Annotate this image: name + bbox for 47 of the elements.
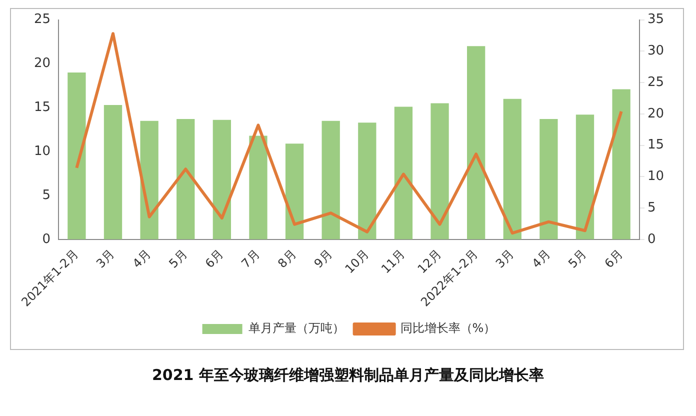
x-tick-label: 9月 [311, 246, 336, 271]
x-tick-label: 10月 [342, 246, 372, 276]
bar [249, 136, 268, 240]
bar [394, 106, 413, 240]
y2-tick-label: 25 [647, 74, 664, 90]
bar [285, 144, 304, 240]
bar [176, 119, 195, 240]
y2-tick-label: 20 [647, 106, 664, 122]
x-tick-label: 3月 [492, 246, 517, 271]
bar [576, 114, 594, 240]
x-tick-label: 5月 [566, 246, 590, 271]
y2-tick-label: 10 [647, 169, 664, 184]
y-tick-label: 5 [42, 188, 51, 203]
bar [612, 89, 630, 240]
bar [430, 103, 449, 240]
legend-label: 单月产量（万吨） [248, 321, 344, 336]
bar [104, 105, 122, 240]
y-tick-label: 15 [34, 100, 51, 116]
y2-tick-label: 30 [647, 44, 664, 59]
bar [503, 98, 522, 240]
x-tick-label: 4月 [529, 246, 554, 271]
y2-tick-label: 15 [647, 138, 664, 153]
x-tick-label: 3月 [94, 246, 118, 271]
x-tick-label: 7月 [238, 246, 263, 271]
bar [358, 122, 376, 240]
y2-tick-label: 5 [647, 200, 656, 216]
y2-tick-label: 35 [647, 12, 664, 28]
bar [322, 120, 340, 240]
bar [467, 46, 486, 240]
x-tick-label: 6月 [602, 246, 626, 271]
y2-tick-label: 0 [647, 232, 656, 247]
y-tick-label: 0 [42, 232, 51, 247]
bar [68, 72, 86, 240]
x-tick-label: 12月 [414, 246, 444, 276]
x-tick-label: 5月 [166, 246, 190, 271]
y-tick-label: 25 [34, 12, 51, 28]
y-tick-label: 20 [34, 56, 51, 72]
text: 2021 年至今玻璃纤维增强塑料制品单月产量及同比增长率 [151, 366, 545, 385]
x-tick-label: 4月 [130, 246, 154, 271]
y-tick-label: 10 [34, 144, 51, 159]
x-tick-label: 6月 [202, 246, 226, 271]
bar [540, 119, 558, 240]
bar [212, 120, 231, 240]
x-tick-label: 11月 [378, 246, 408, 276]
bar [140, 120, 158, 240]
legend-label: 同比增长率（%） [400, 321, 496, 336]
x-tick-label: 8月 [275, 246, 299, 271]
